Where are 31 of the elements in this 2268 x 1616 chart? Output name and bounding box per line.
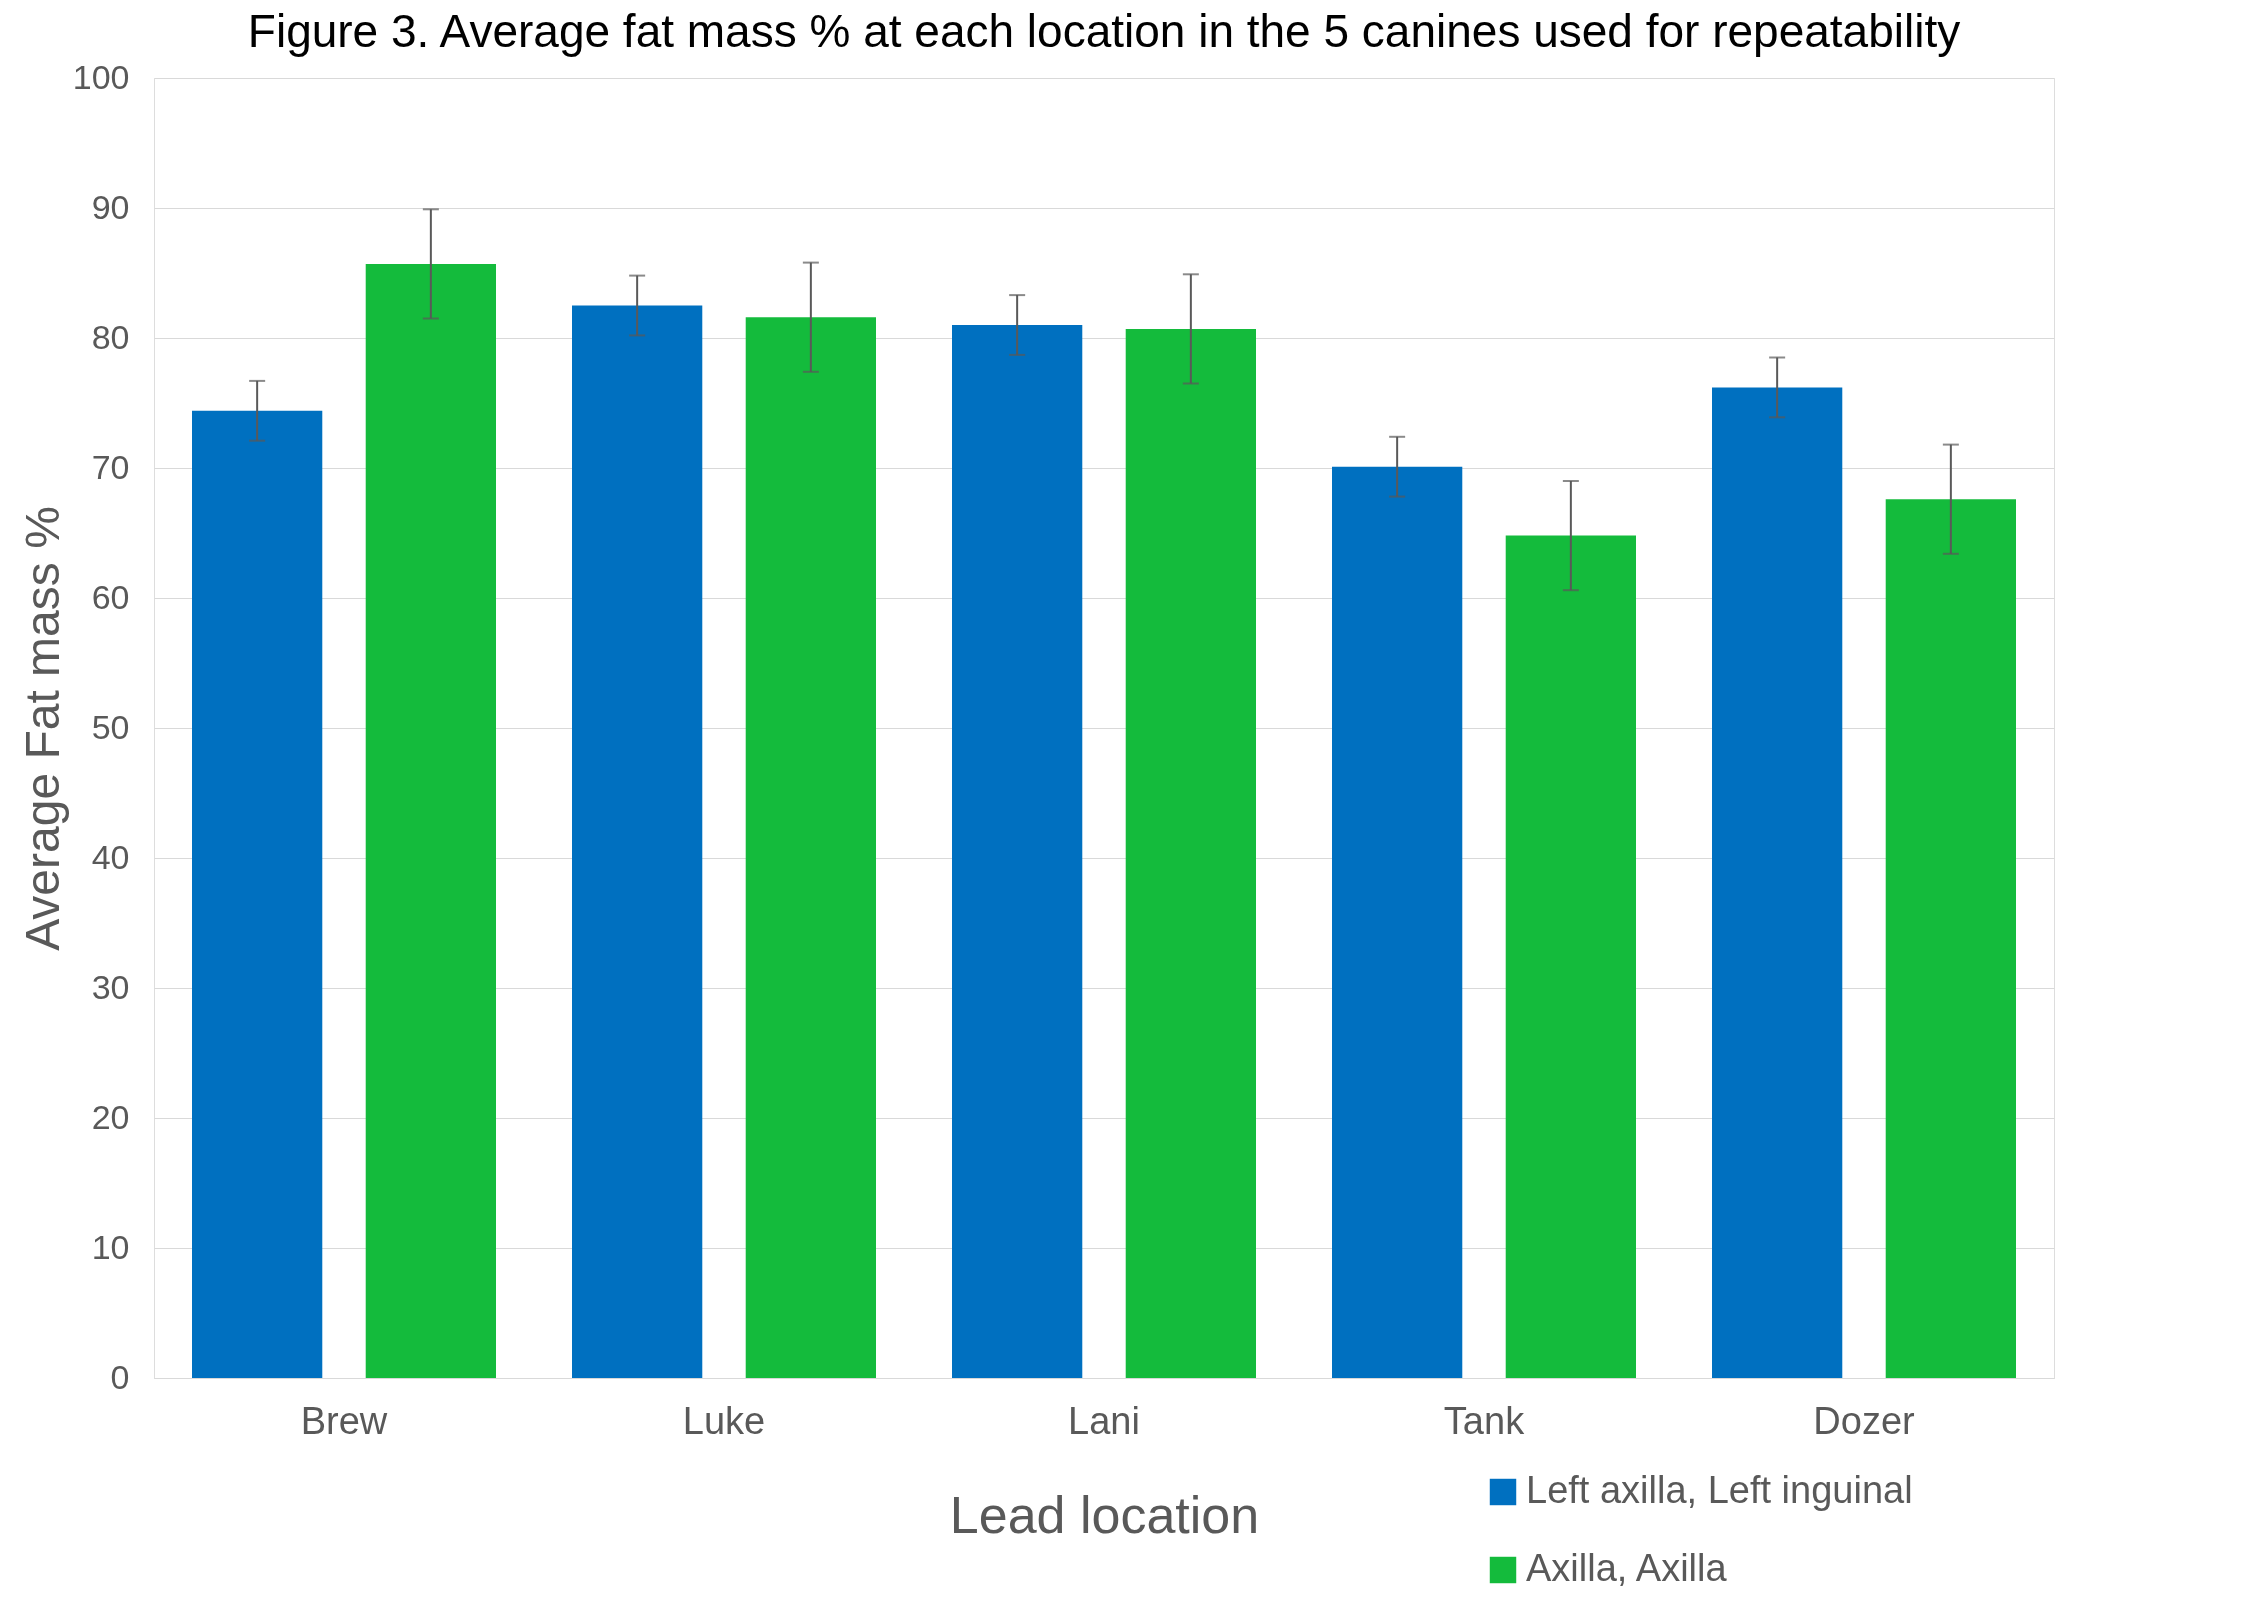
bar [952,325,1083,1378]
x-tick-label: Brew [300,1399,388,1442]
legend-label: Left axilla, Left inguinal [1526,1469,1913,1511]
y-tick-label: 90 [91,187,130,226]
x-tick-label: Dozer [1813,1399,1916,1442]
y-tick-label: 20 [91,1097,130,1136]
bar [1332,466,1463,1378]
y-tick-label: 60 [91,577,130,616]
bar [1125,328,1256,1378]
bar [365,263,496,1378]
y-axis-title: Average Fat mass % [15,506,69,951]
x-tick-label: Tank [1443,1399,1526,1442]
bar [745,317,876,1378]
y-tick-label: 10 [91,1227,130,1266]
y-tick-label: 100 [72,57,130,96]
y-tick-label: 0 [110,1357,130,1396]
chart-title: Figure 3. Average fat mass % at each location in the 5 canines used for repeatability [247,5,1961,57]
y-tick-label: 80 [91,317,130,356]
y-tick-label: 70 [91,447,130,486]
y-tick-label: 30 [91,967,130,1006]
y-tick-label: 40 [91,837,130,876]
y-tick-label: 50 [91,707,130,746]
bar [1885,499,2016,1378]
bar [192,410,323,1378]
bar [1712,387,1843,1378]
x-tick-label: Lani [1068,1399,1140,1442]
x-tick-label: Luke [682,1399,766,1442]
bar [572,305,703,1378]
bar [1505,535,1636,1378]
x-axis-title: Lead location [949,1485,1260,1544]
legend-label: Axilla, Axilla [1526,1547,1728,1589]
